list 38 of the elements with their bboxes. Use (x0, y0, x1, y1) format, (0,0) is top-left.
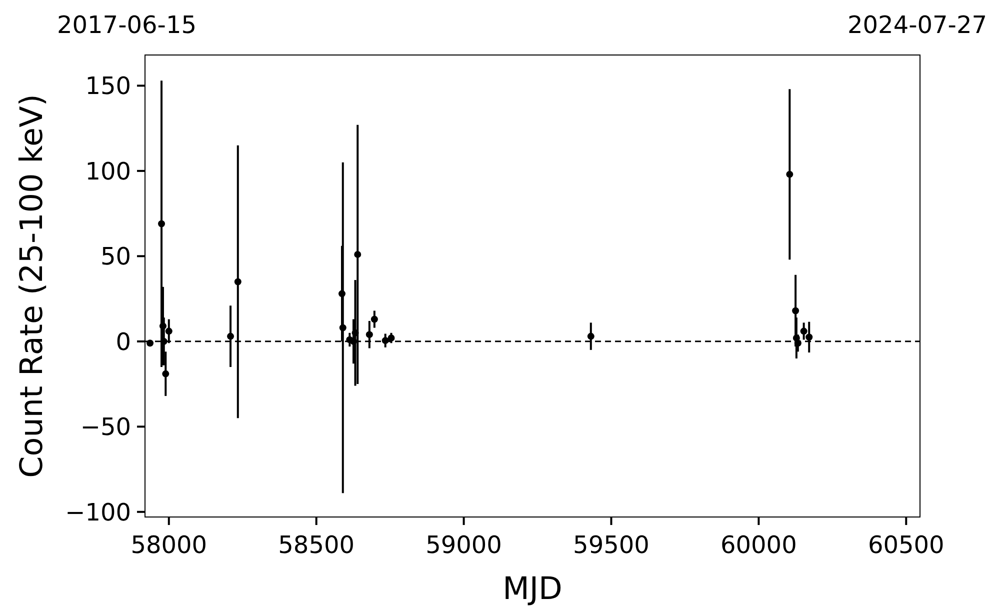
x-axis-title: MJD (502, 571, 562, 607)
point (234, 278, 242, 286)
point (800, 328, 808, 335)
point (339, 324, 346, 332)
point (160, 338, 168, 345)
y-axis-title: Count Rate (25-100 keV) (14, 94, 50, 478)
x-tick-label: 59000 (426, 531, 502, 559)
x-tick-label: 58000 (130, 531, 208, 559)
y-tick-label: 150 (85, 72, 131, 100)
point (370, 316, 378, 323)
x-tick-label: 60500 (868, 531, 944, 559)
y-tick-label: 100 (85, 157, 131, 186)
point (338, 290, 346, 298)
point (158, 220, 166, 228)
y-tick-label: −50 (80, 413, 131, 442)
text: 2024-07-27 (848, 11, 987, 39)
point (388, 334, 395, 342)
point (162, 370, 170, 378)
y-tick-label: 50 (100, 242, 131, 271)
y-tick-label: −100 (65, 498, 131, 526)
x-tick-label: 58500 (278, 531, 355, 559)
point (382, 337, 389, 344)
point (794, 340, 802, 347)
point (587, 332, 594, 340)
point (354, 250, 362, 258)
text: 2017-06-15 (57, 11, 196, 39)
point (786, 170, 794, 178)
x-tick-label: 59500 (573, 531, 650, 559)
point (165, 328, 172, 335)
point (227, 332, 234, 340)
y-tick-label: 0 (116, 328, 131, 356)
point (159, 322, 166, 330)
point (146, 340, 154, 347)
point (806, 334, 813, 341)
point (352, 329, 359, 336)
x-tick-label: 60000 (720, 531, 797, 559)
point (792, 307, 800, 314)
point (366, 331, 373, 338)
